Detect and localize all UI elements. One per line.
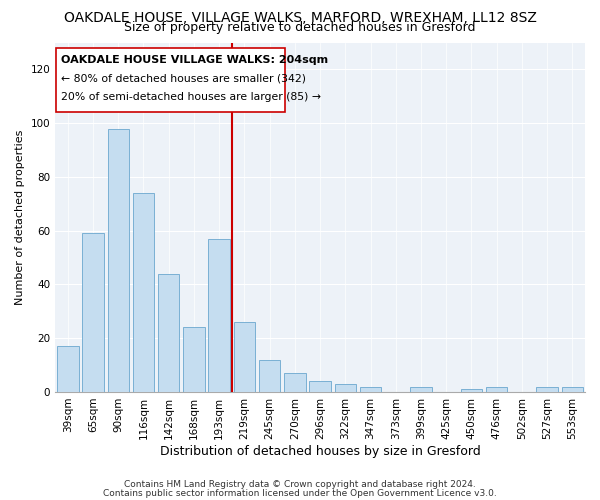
Bar (259, 360, 280, 392)
Text: OAKDALE HOUSE, VILLAGE WALKS, MARFORD, WREXHAM, LL12 8SZ: OAKDALE HOUSE, VILLAGE WALKS, MARFORD, W… (64, 11, 536, 25)
Bar (133, 193, 154, 392)
Text: 20% of semi-detached houses are larger (85) →: 20% of semi-detached houses are larger (… (61, 92, 322, 102)
Bar (536, 386, 558, 392)
Bar (461, 390, 482, 392)
Bar (360, 386, 381, 392)
Text: Contains HM Land Registry data © Crown copyright and database right 2024.: Contains HM Land Registry data © Crown c… (124, 480, 476, 489)
Bar (107, 128, 129, 392)
X-axis label: Distribution of detached houses by size in Gresford: Distribution of detached houses by size … (160, 444, 481, 458)
Text: ← 80% of detached houses are smaller (342): ← 80% of detached houses are smaller (34… (61, 74, 307, 84)
Bar (57, 346, 79, 392)
Bar (335, 384, 356, 392)
Text: OAKDALE HOUSE VILLAGE WALKS: 204sqm: OAKDALE HOUSE VILLAGE WALKS: 204sqm (61, 54, 329, 64)
Bar (310, 381, 331, 392)
Bar (562, 386, 583, 392)
Bar (82, 234, 104, 392)
Bar (158, 274, 179, 392)
Bar (486, 386, 508, 392)
Text: Contains public sector information licensed under the Open Government Licence v3: Contains public sector information licen… (103, 488, 497, 498)
Text: Size of property relative to detached houses in Gresford: Size of property relative to detached ho… (124, 22, 476, 35)
Bar (208, 238, 230, 392)
Y-axis label: Number of detached properties: Number of detached properties (15, 130, 25, 305)
Bar (233, 322, 255, 392)
Bar (284, 373, 305, 392)
FancyBboxPatch shape (56, 48, 285, 112)
Bar (410, 386, 432, 392)
Bar (183, 328, 205, 392)
